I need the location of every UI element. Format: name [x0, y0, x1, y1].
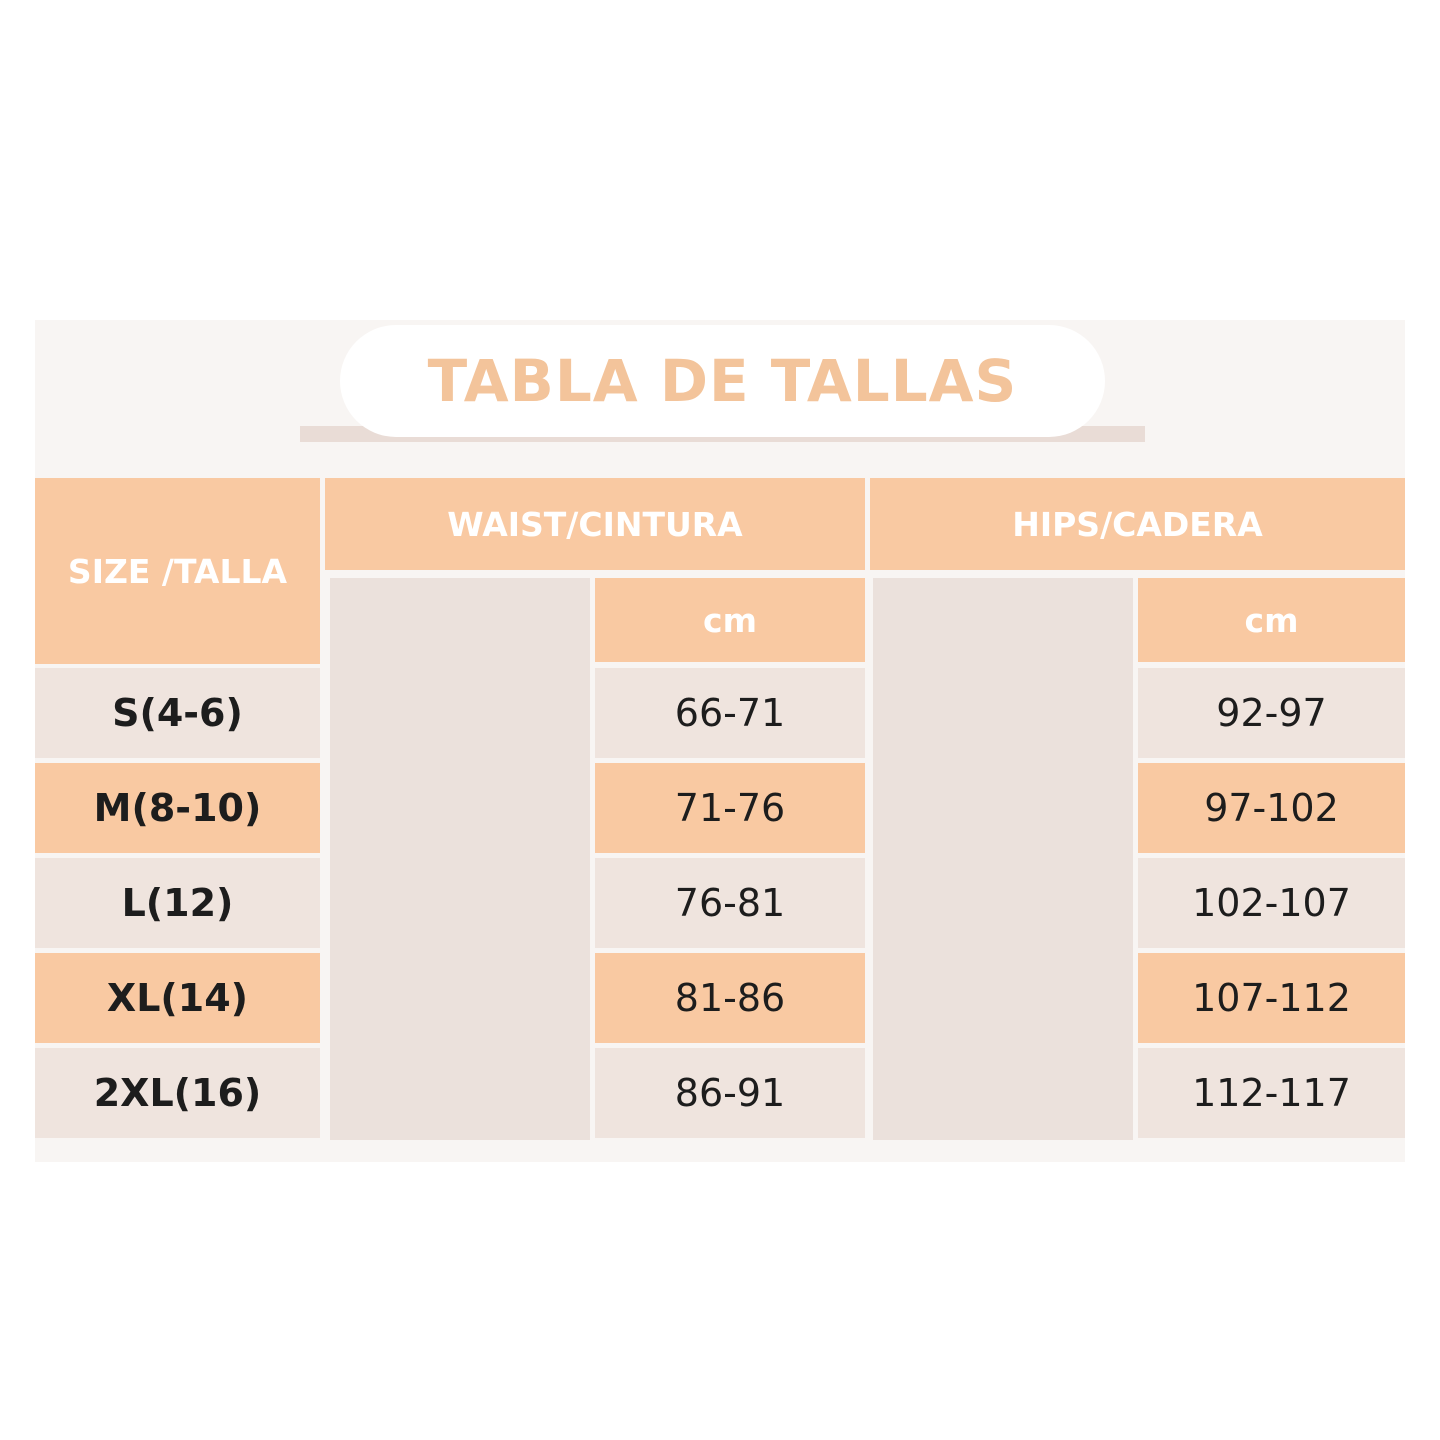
waist-unit-text: cm	[703, 600, 757, 640]
size-cell: L(12)	[35, 858, 320, 948]
hips-header: HIPS/CADERA	[870, 478, 1405, 570]
size-header-text: SIZE /TALLA	[67, 551, 288, 591]
waist-cell-text: 71-76	[674, 786, 786, 830]
hips-cell: 92-97	[1138, 668, 1405, 758]
hips-cell-text: 107-112	[1192, 976, 1351, 1020]
waist-cell: 86-91	[595, 1048, 865, 1138]
waist-cell-text: 66-71	[674, 691, 786, 735]
waist-cell: 76-81	[595, 858, 865, 948]
hips-unit-text: cm	[1244, 600, 1299, 640]
hips-cell-text: 112-117	[1192, 1071, 1351, 1115]
hips-cell: 102-107	[1138, 858, 1405, 948]
waist-cell-text: 76-81	[674, 881, 786, 925]
hips-cell: 107-112	[1138, 953, 1405, 1043]
size-cell-text: S(4-6)	[112, 691, 243, 735]
waist-cell-text: 81-86	[674, 976, 786, 1020]
size-cell-text: M(8-10)	[93, 786, 262, 830]
hips-cell: 112-117	[1138, 1048, 1405, 1138]
waist-blank	[330, 578, 590, 1140]
hips-cell-text: 92-97	[1216, 691, 1327, 735]
hips-cell: 97-102	[1138, 763, 1405, 853]
hips-unit: cm	[1138, 578, 1405, 662]
size-cell: S(4-6)	[35, 668, 320, 758]
size-cell: 2XL(16)	[35, 1048, 320, 1138]
waist-cell: 66-71	[595, 668, 865, 758]
waist-header: WAIST/CINTURA	[325, 478, 865, 570]
size-cell-text: XL(14)	[106, 976, 249, 1020]
waist-cell-text: 86-91	[674, 1071, 786, 1115]
hips-cell-text: 102-107	[1192, 881, 1351, 925]
size-cell-text: 2XL(16)	[93, 1071, 262, 1115]
hips-cell-text: 97-102	[1204, 786, 1339, 830]
waist-cell: 71-76	[595, 763, 865, 853]
waist-unit: cm	[595, 578, 865, 662]
title: TABLA DE TALLAS	[427, 347, 1018, 415]
size-cell: XL(14)	[35, 953, 320, 1043]
waist-header-text: WAIST/CINTURA	[447, 504, 743, 544]
size-cell-text: L(12)	[121, 881, 234, 925]
waist-cell: 81-86	[595, 953, 865, 1043]
hips-header-text: HIPS/CADERA	[1012, 504, 1263, 544]
size-header: SIZE /TALLA	[35, 478, 320, 664]
title-pill: TABLA DE TALLAS	[340, 325, 1105, 437]
hips-blank	[873, 578, 1133, 1140]
size-cell: M(8-10)	[35, 763, 320, 853]
